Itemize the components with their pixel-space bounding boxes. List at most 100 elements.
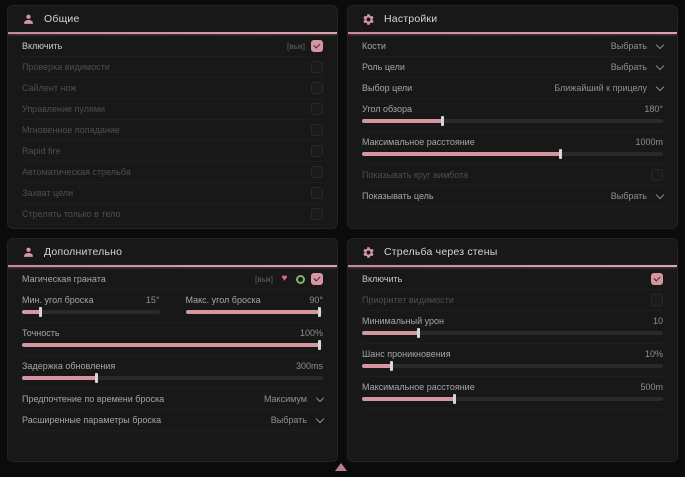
toggle-row-aimbot-circle[interactable]: Показывать круг аимбота xyxy=(362,165,663,186)
menu-grid: Общие Включить [вык] Проверка видимости … xyxy=(0,0,685,467)
checkbox[interactable] xyxy=(311,166,323,178)
slider-track[interactable] xyxy=(22,307,160,317)
slider-track[interactable] xyxy=(362,394,663,404)
person-icon xyxy=(22,246,35,259)
slider-thumb[interactable] xyxy=(558,149,562,159)
checkbox[interactable] xyxy=(651,294,663,306)
slider-thumb[interactable] xyxy=(317,340,321,350)
toggle-label: Сайлент нож xyxy=(22,83,77,93)
dropdown-row-bones[interactable]: Кости Выбрать xyxy=(362,36,665,57)
toggle-label: Магическая граната xyxy=(22,274,106,284)
keybind-badge: [вык] xyxy=(255,274,273,284)
toggle-label: Автоматическая стрельба xyxy=(22,167,131,177)
slider-label: Максимальное расстояние xyxy=(362,382,475,392)
dropdown-value: Выбрать xyxy=(270,415,307,425)
checkbox[interactable] xyxy=(311,273,323,285)
panel-wallshoot-header: Стрельба через стены xyxy=(348,239,677,265)
slider-value: 15° xyxy=(145,295,160,305)
gear-icon xyxy=(362,13,375,26)
panel-settings-header: Настройки xyxy=(348,6,677,32)
toggle-row-rapid-fire[interactable]: Rapid fire xyxy=(22,141,323,162)
checkbox[interactable] xyxy=(311,145,323,157)
slider-row-update-delay[interactable]: Задержка обновления 300ms xyxy=(22,356,323,389)
toggle-row-body-only[interactable]: Стрелять только в тело xyxy=(22,204,323,225)
toggle-row-magic-grenade[interactable]: Магическая граната [вык] ♥ xyxy=(22,269,323,290)
slider-min-throw-angle[interactable]: Мин. угол броска 15° xyxy=(22,293,160,317)
toggle-row-enable[interactable]: Включить [вык] xyxy=(22,36,323,57)
panel-title: Стрельба через стены xyxy=(384,246,498,258)
slider-track[interactable] xyxy=(362,149,663,159)
chevron-down-icon xyxy=(655,190,665,199)
gear-icon xyxy=(362,246,375,259)
checkbox[interactable] xyxy=(651,169,663,181)
slider-label: Минимальный урон xyxy=(362,316,445,326)
panel-title: Дополнительно xyxy=(44,246,123,258)
checkbox[interactable] xyxy=(311,208,323,220)
slider-thumb[interactable] xyxy=(318,307,322,317)
slider-row-min-damage[interactable]: Минимальный урон 10 xyxy=(362,311,663,344)
slider-track[interactable] xyxy=(185,307,323,317)
slider-max-throw-angle[interactable]: Макс. угол броска 90° xyxy=(185,293,323,317)
toggle-row-instant-hit[interactable]: Мгновенное попадание xyxy=(22,120,323,141)
slider-thumb[interactable] xyxy=(390,361,394,371)
slider-thumb[interactable] xyxy=(453,394,457,404)
toggle-row-visibility-check[interactable]: Проверка видимости xyxy=(22,57,323,78)
toggle-row-auto-fire[interactable]: Автоматическая стрельба xyxy=(22,162,323,183)
checkbox[interactable] xyxy=(311,40,323,52)
toggle-label: Включить xyxy=(362,274,403,284)
checkbox[interactable] xyxy=(311,82,323,94)
checkbox[interactable] xyxy=(311,61,323,73)
toggle-row-target-lock[interactable]: Захват цели xyxy=(22,183,323,204)
panel-general: Общие Включить [вык] Проверка видимости … xyxy=(7,5,338,229)
toggle-label: Управление пулями xyxy=(22,104,106,114)
toggle-label: Показывать круг аимбота xyxy=(362,170,469,180)
toggle-row-enable-wallshoot[interactable]: Включить xyxy=(362,269,663,290)
checkbox[interactable] xyxy=(311,124,323,136)
toggle-row-bullet-control[interactable]: Управление пулями xyxy=(22,99,323,120)
checkbox[interactable] xyxy=(311,187,323,199)
slider-track[interactable] xyxy=(362,361,663,371)
dropdown-label: Расширенные параметры броска xyxy=(22,415,162,425)
slider-track[interactable] xyxy=(22,373,323,383)
slider-row-fov[interactable]: Угол обзора 180° xyxy=(362,99,663,132)
slider-value: 180° xyxy=(644,104,663,114)
toggle-row-silent-knife[interactable]: Сайлент нож xyxy=(22,78,323,99)
accent-line xyxy=(348,265,677,267)
panel-title: Настройки xyxy=(384,13,438,25)
accent-line xyxy=(348,32,677,34)
slider-track[interactable] xyxy=(22,340,323,350)
slider-thumb[interactable] xyxy=(39,307,43,317)
dropdown-row-throw-time-pref[interactable]: Предпочтение по времени броска Максимум xyxy=(22,389,325,410)
slider-row-accuracy[interactable]: Точность 100% xyxy=(22,323,323,356)
dropdown-row-advanced-throw[interactable]: Расширенные параметры броска Выбрать xyxy=(22,410,325,431)
toggle-label: Rapid fire xyxy=(22,146,61,156)
panel-additional-header: Дополнительно xyxy=(8,239,337,265)
slider-thumb[interactable] xyxy=(441,116,445,126)
slider-label: Максимальное расстояние xyxy=(362,137,475,147)
toggle-label: Проверка видимости xyxy=(22,62,110,72)
circle-status-icon[interactable] xyxy=(296,274,305,284)
dropdown-row-target-role[interactable]: Роль цели Выбрать xyxy=(362,57,665,78)
slider-thumb[interactable] xyxy=(417,328,421,338)
chevron-down-icon xyxy=(655,61,665,70)
slider-value: 300ms xyxy=(295,361,323,371)
keybind-badge: [вык] xyxy=(287,41,305,51)
slider-row-max-distance-wall[interactable]: Максимальное расстояние 500m xyxy=(362,377,663,410)
panel-settings: Настройки Кости Выбрать Роль цели Выбрат… xyxy=(347,5,678,229)
slider-row-penetration-chance[interactable]: Шанс проникновения 10% xyxy=(362,344,663,377)
panel-additional: Дополнительно Магическая граната [вык] ♥… xyxy=(7,238,338,462)
slider-value: 10% xyxy=(644,349,663,359)
slider-row-max-distance[interactable]: Максимальное расстояние 1000m xyxy=(362,132,663,165)
panel-wallshoot: Стрельба через стены Включить Приоритет … xyxy=(347,238,678,462)
slider-track[interactable] xyxy=(362,328,663,338)
dropdown-row-show-target[interactable]: Показывать цель Выбрать xyxy=(362,186,665,207)
dropdown-label: Выбор цели xyxy=(362,83,413,93)
cursor-indicator xyxy=(335,463,347,471)
checkbox[interactable] xyxy=(311,103,323,115)
dropdown-row-target-select[interactable]: Выбор цели Ближайший к прицелу xyxy=(362,78,665,99)
checkbox[interactable] xyxy=(651,273,663,285)
toggle-row-visibility-priority[interactable]: Приоритет видимости xyxy=(362,290,663,311)
slider-thumb[interactable] xyxy=(95,373,99,383)
heart-icon[interactable]: ♥ xyxy=(281,273,288,284)
slider-track[interactable] xyxy=(362,116,663,126)
